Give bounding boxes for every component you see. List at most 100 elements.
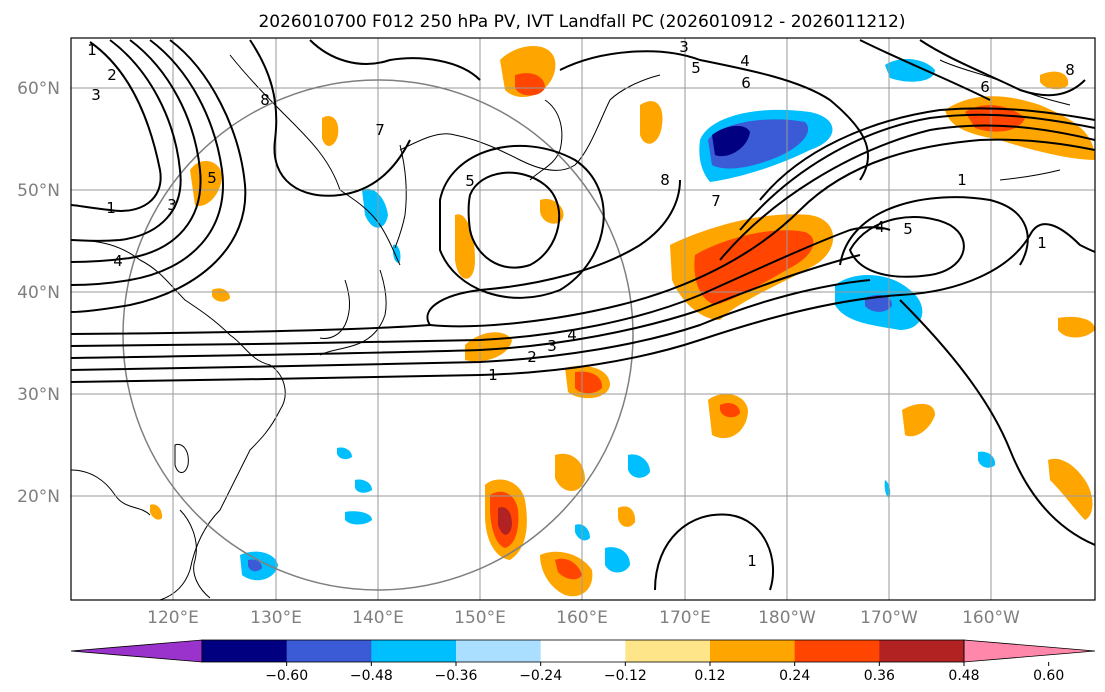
anomaly-region <box>555 453 585 492</box>
pv-contours <box>71 39 1095 591</box>
contour-label: 1 <box>1037 234 1047 252</box>
lat-label: 50°N <box>17 181 60 201</box>
pv-contour-east-low-2 <box>839 196 1029 266</box>
contour-label: 1 <box>488 366 498 384</box>
contour-label: 1 <box>106 199 116 217</box>
anomaly-region <box>605 547 630 573</box>
contour-label: 5 <box>691 59 701 77</box>
colorbar-segment <box>286 640 372 662</box>
contour-label: 6 <box>741 74 751 92</box>
pv-contour-north-loop <box>559 50 870 181</box>
lon-label: 150°E <box>454 608 506 628</box>
contour-label: 2 <box>527 348 537 366</box>
contour-label: 5 <box>903 220 913 238</box>
contour-label: 1 <box>87 41 97 59</box>
pv-contour-low-5 <box>467 171 561 269</box>
pv-contour-west-trough-3 <box>71 39 202 263</box>
colorbar: −0.60 −0.48 −0.36 −0.24 −0.12 0.12 0.24 0.36 0.4… <box>70 639 1096 684</box>
pv-contour-ne-2 <box>859 39 991 101</box>
pv-contour-west-trough-2 <box>71 39 182 242</box>
anomaly-region <box>640 101 663 144</box>
map-panel: 1 2 3 4 1 4 1 1 4 5 3 5 6 4 8 7 5 7 8 1 … <box>71 38 1095 600</box>
colorbar-tick-label: −0.60 <box>265 668 308 684</box>
contour-label: 1 <box>747 552 757 570</box>
pv-contour-1 <box>71 223 1095 383</box>
colorbar-tick-label: 0.24 <box>779 668 810 684</box>
colorbar-tick-label: −0.24 <box>519 668 562 684</box>
anomaly-region <box>362 188 388 228</box>
lat-label: 40°N <box>17 283 60 303</box>
pv-contour-2 <box>71 279 871 371</box>
colorbar-extend-min <box>70 639 203 663</box>
pv-contour-south-low <box>654 513 775 591</box>
pv-contour-west-trough-5 <box>71 39 247 313</box>
contour-label: 4 <box>740 52 750 70</box>
longitude-labels: 120°E 130°E 140°E 150°E 160°E 170°E 180°… <box>147 608 1020 628</box>
contour-label: 6 <box>980 78 990 96</box>
positive-anomaly-shading <box>150 46 1095 597</box>
contour-label: 1 <box>957 171 967 189</box>
colorbar-segment <box>456 640 542 662</box>
pv-contour-jet-north <box>759 107 1095 201</box>
lon-label: 120°E <box>147 608 199 628</box>
pv-contour-4 <box>71 226 891 347</box>
anomaly-region <box>902 403 935 437</box>
coastline-korea <box>319 279 350 339</box>
lon-label: 170°E <box>659 608 711 628</box>
colorbar-segment <box>371 640 457 662</box>
pv-contour-jet-north-3 <box>719 124 1095 261</box>
anomaly-region <box>345 511 372 525</box>
contour-labels: 1 2 3 4 1 4 1 1 4 5 3 5 6 4 8 7 5 7 8 1 … <box>87 38 1075 570</box>
lon-label: 140°E <box>352 608 404 628</box>
pv-contour-ne-1 <box>919 39 1086 97</box>
colorbar-tick-label: −0.48 <box>350 668 393 684</box>
contour-label: 8 <box>1065 61 1075 79</box>
contour-label: 3 <box>547 337 557 355</box>
colorbar-segment <box>879 640 965 662</box>
colorbar-tick-label: 0.60 <box>1033 668 1064 684</box>
negative-anomaly-shading <box>240 58 996 581</box>
pv-contour-jet-core <box>429 138 1095 328</box>
contour-label: 7 <box>711 192 721 210</box>
anomaly-region <box>712 125 750 157</box>
range-ring <box>122 79 634 591</box>
latitude-labels: 60°N 50°N 40°N 30°N 20°N <box>17 79 60 507</box>
contour-label: 7 <box>375 121 385 139</box>
anomaly-region <box>1058 316 1095 338</box>
colorbar-segment <box>625 640 711 662</box>
lon-label: 180°W <box>758 608 816 628</box>
anomaly-region <box>515 73 545 96</box>
colorbar-segment <box>794 640 880 662</box>
coastline-kamchatka <box>529 99 563 181</box>
colorbar-frame <box>201 639 965 663</box>
anomaly-region <box>865 294 892 312</box>
coastline-asia <box>71 239 286 600</box>
lat-label: 30°N <box>17 385 60 405</box>
colorbar-segment <box>540 640 626 662</box>
colorbar-tick-label: 0.12 <box>694 668 725 684</box>
anomaly-region <box>498 507 512 535</box>
contour-label: 8 <box>260 91 270 109</box>
colorbar-tick-label: 0.48 <box>948 668 979 684</box>
anomaly-region <box>150 504 163 520</box>
anomaly-region <box>248 559 262 572</box>
contour-label: 3 <box>167 196 177 214</box>
anomaly-region <box>1048 458 1093 520</box>
contour-label: 4 <box>567 326 577 344</box>
anomaly-region <box>322 115 339 146</box>
pv-contour-ridge-1 <box>249 39 411 197</box>
lat-label: 20°N <box>17 487 60 507</box>
colorbar-tick-label: −0.12 <box>604 668 647 684</box>
colorbar-segment <box>202 640 288 662</box>
pv-contour-low-4 <box>439 145 605 299</box>
anomaly-region <box>720 402 740 418</box>
contour-label: 4 <box>875 218 885 236</box>
anomaly-region <box>618 506 636 527</box>
anomaly-region <box>337 447 352 460</box>
contour-label: 3 <box>679 38 689 56</box>
lon-label: 170°W <box>860 608 918 628</box>
colorbar-extend-max <box>963 639 1096 663</box>
lon-label: 130°E <box>250 608 302 628</box>
pv-contour-ridge-2 <box>309 39 481 81</box>
